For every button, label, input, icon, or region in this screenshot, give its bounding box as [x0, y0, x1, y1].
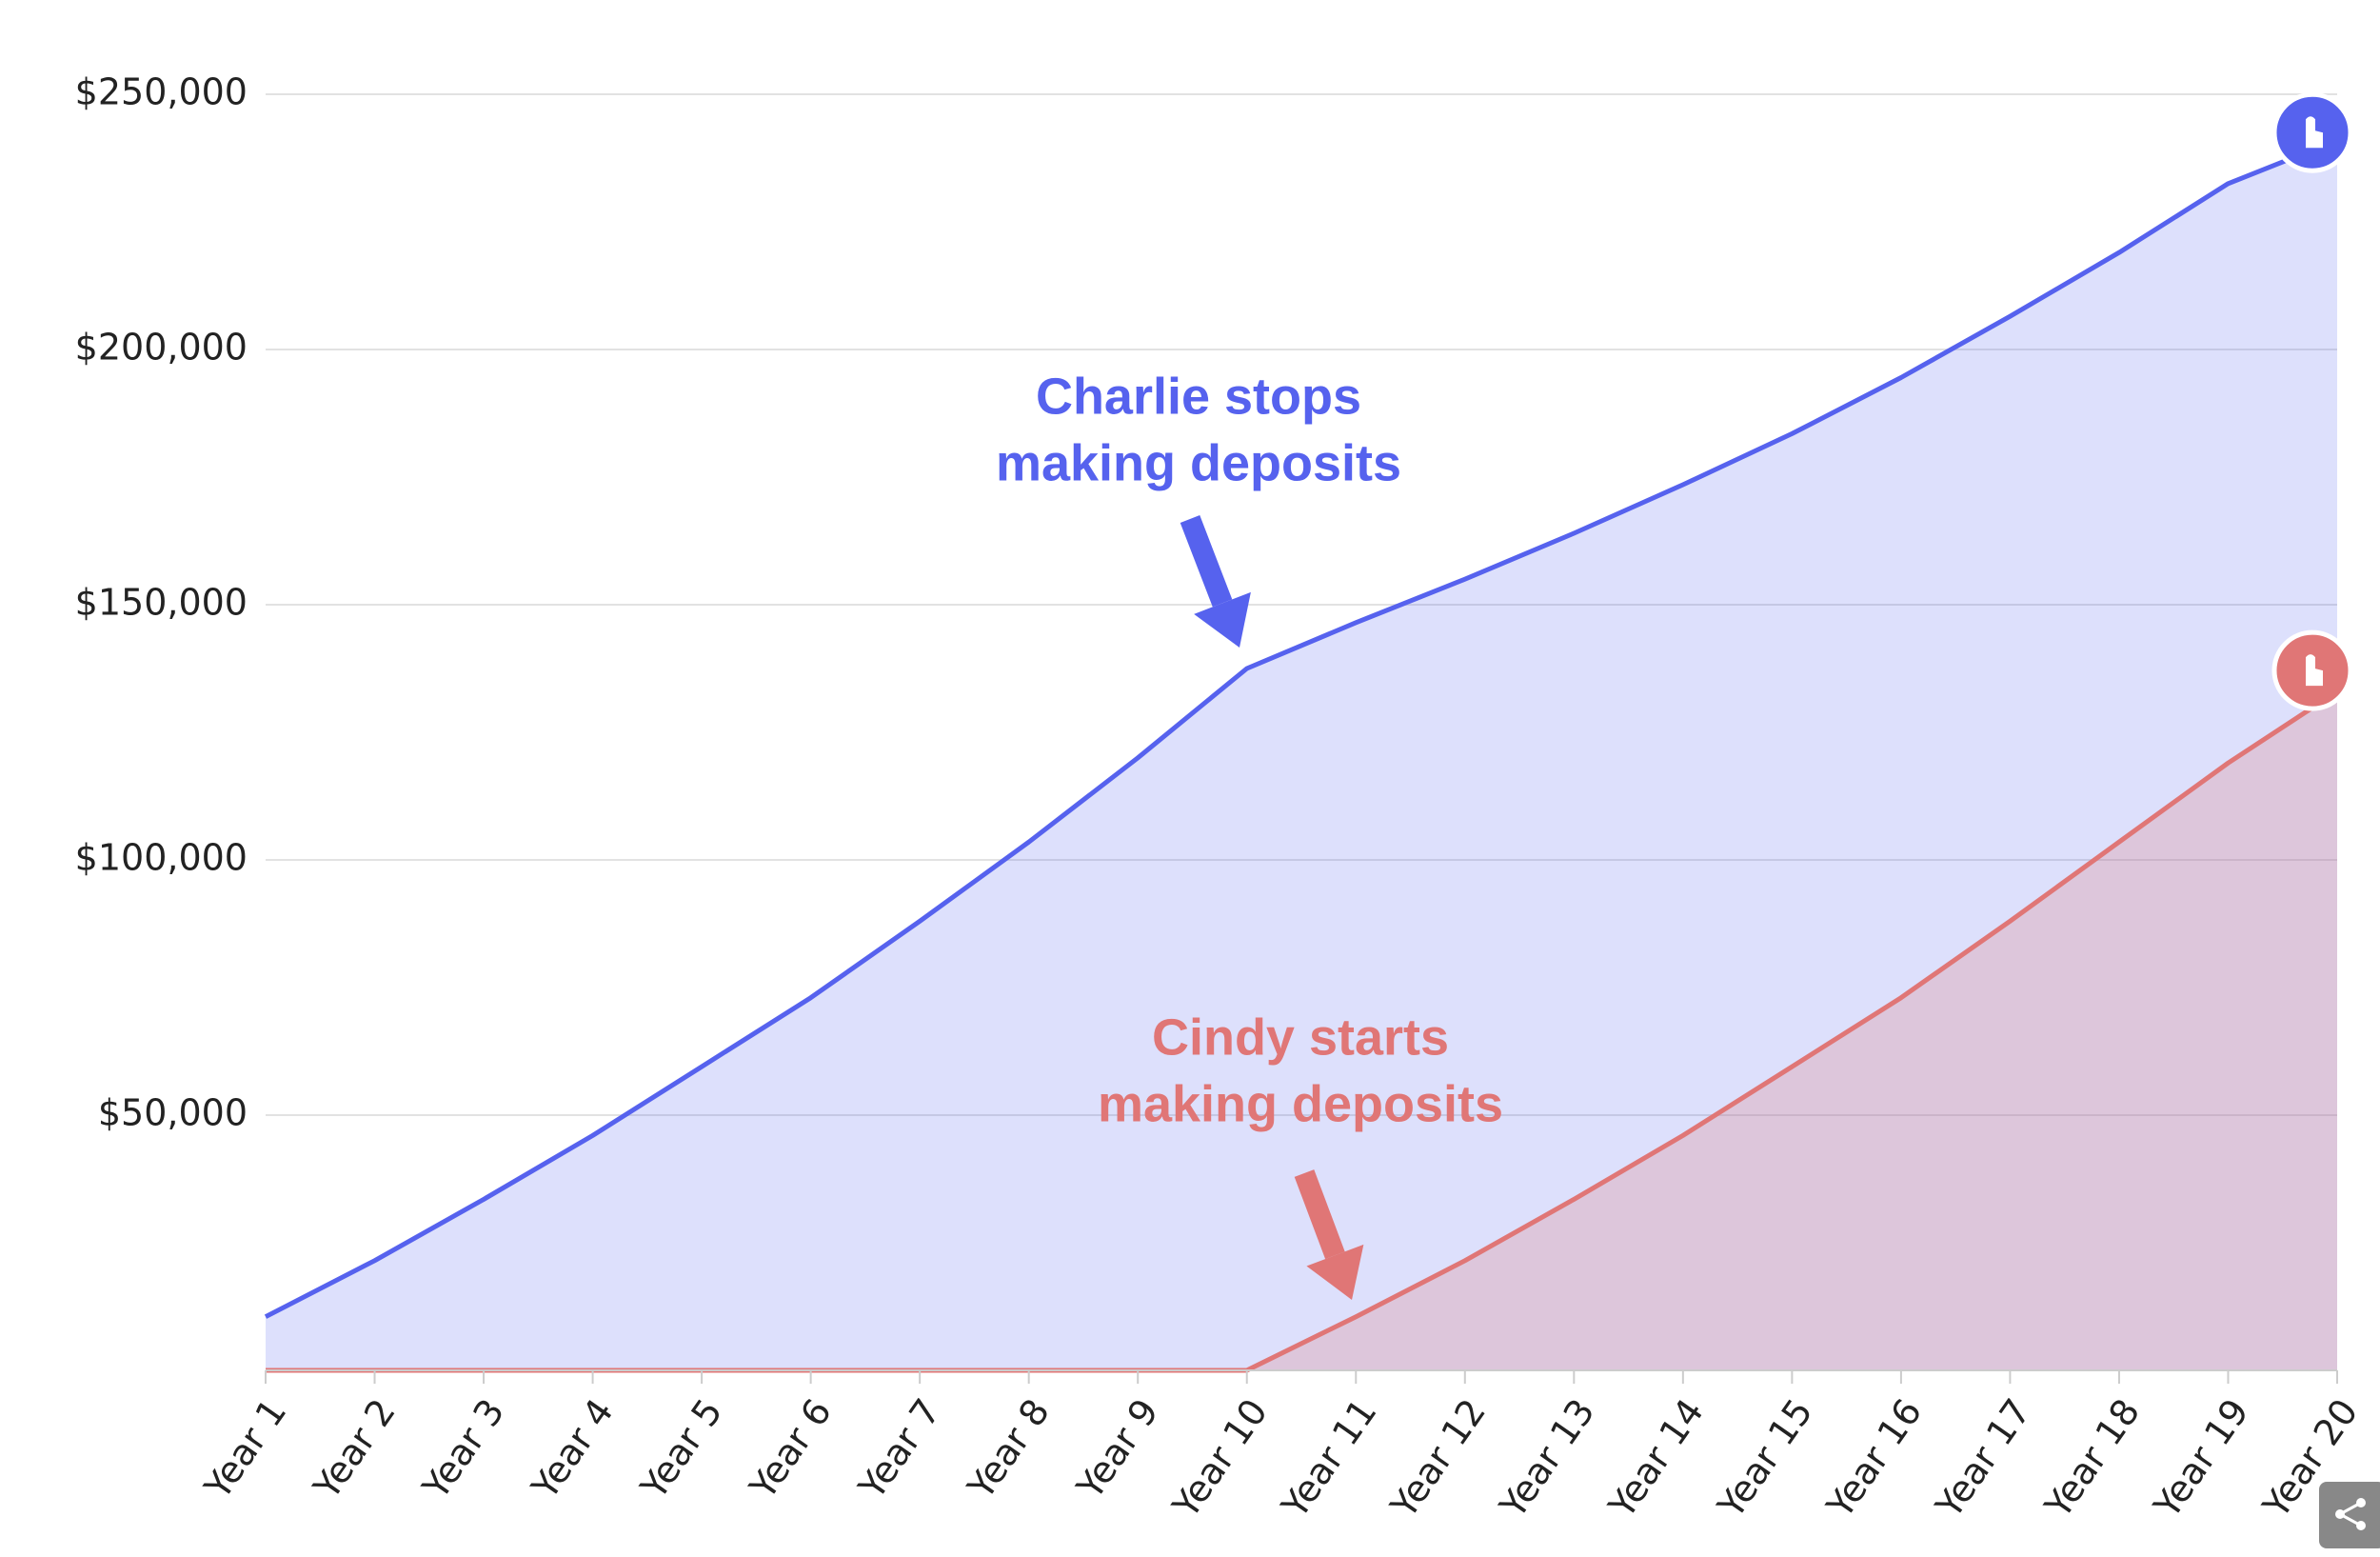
- annotation-text: Cindy starts: [1152, 1008, 1449, 1066]
- x-tick-label: Year 11: [1273, 1391, 1384, 1526]
- share-icon: [2339, 1501, 2362, 1527]
- hand-icon: [2306, 654, 2323, 687]
- x-tick-label: Year 1: [196, 1391, 295, 1507]
- x-tick-label: Year 5: [632, 1391, 731, 1507]
- y-tick-label: $200,000: [75, 327, 248, 369]
- line: [264, 137, 2338, 1319]
- x-tick-label: Year 16: [1818, 1391, 1930, 1526]
- annotation-arrowhead: [1194, 591, 1251, 648]
- x-tick-label: Year 9: [1068, 1391, 1167, 1507]
- annotation-arrow: [1180, 515, 1233, 608]
- share-button[interactable]: [2319, 1482, 2380, 1548]
- share-bg[interactable]: [2319, 1482, 2380, 1548]
- annotation-text: making deposits: [996, 434, 1401, 491]
- end-marker[interactable]: [2271, 629, 2353, 711]
- x-tick-label: Year 12: [1382, 1391, 1494, 1526]
- end-marker[interactable]: [2271, 91, 2353, 173]
- annotation-arrowhead: [1306, 1244, 1364, 1300]
- x-tick-label: Year 6: [741, 1391, 840, 1507]
- x-tick-label: Year 18: [2036, 1391, 2148, 1526]
- x-tick-label: Year 2: [305, 1391, 404, 1507]
- y-tick-label: $150,000: [75, 582, 248, 624]
- x-tick-label: Year 8: [959, 1391, 1058, 1507]
- x-tick-label: Year 15: [1709, 1391, 1820, 1526]
- x-tick-label: Year 13: [1491, 1391, 1602, 1526]
- annotation-text: making deposits: [1098, 1075, 1503, 1132]
- y-tick-label: $100,000: [75, 837, 248, 879]
- y-tick-label: $250,000: [75, 71, 248, 113]
- annotation-arrow: [1294, 1169, 1345, 1260]
- x-tick-label: Year 4: [523, 1391, 622, 1507]
- x-tick-label: Year 7: [850, 1391, 949, 1507]
- x-tick-label: Year 3: [414, 1391, 513, 1507]
- area: [266, 691, 2337, 1370]
- y-tick-label: $50,000: [98, 1092, 248, 1134]
- x-tick-label: Year 19: [2145, 1391, 2256, 1526]
- hand-icon: [2306, 116, 2323, 149]
- annotation-text: Charlie stops: [1036, 368, 1361, 425]
- x-tick-label: Year 17: [1927, 1391, 2038, 1526]
- x-tick-label: Year 10: [1164, 1391, 1276, 1526]
- area: [266, 140, 2337, 1371]
- x-tick-label: Year 14: [1600, 1391, 1712, 1526]
